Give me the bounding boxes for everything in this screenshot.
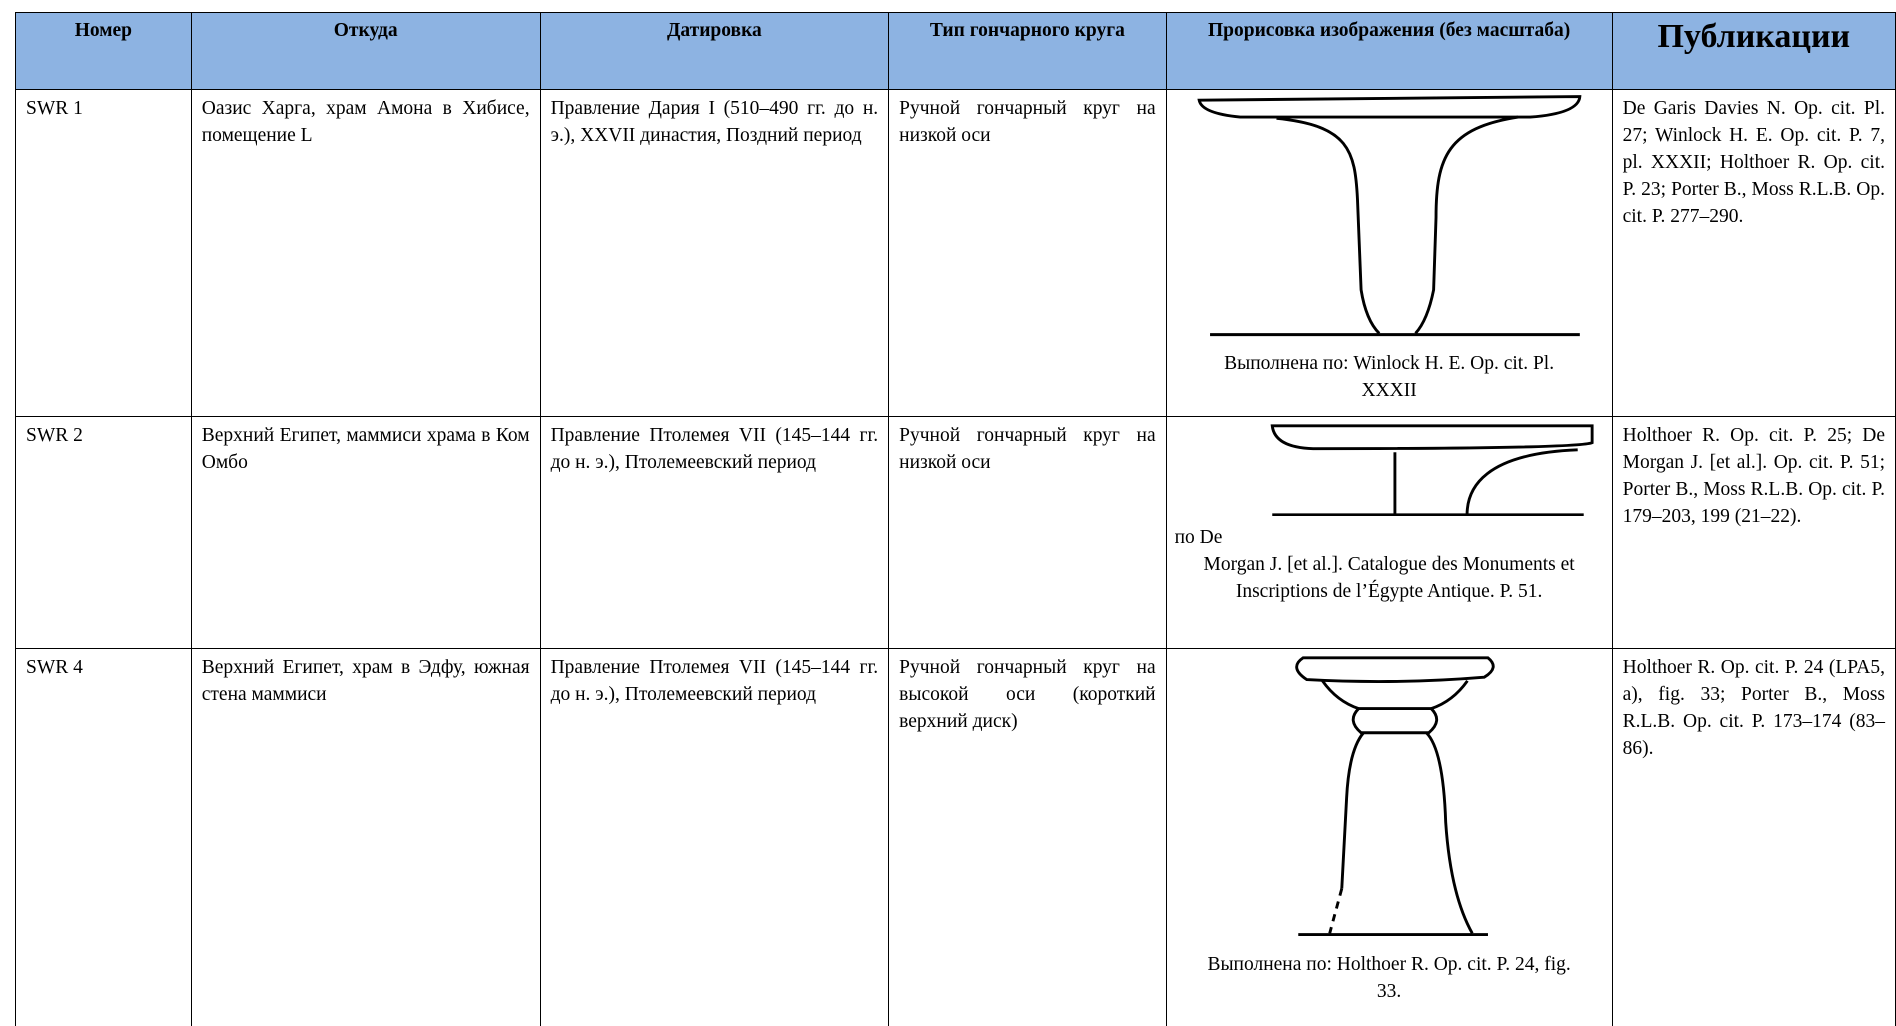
cell: De Garis Davies N. Op. cit. Pl. 27; Winl…: [1611, 89, 1896, 417]
drawing-cell: по De Morgan J. [et al.]. Catalogue des …: [1165, 416, 1613, 649]
cell: Верхний Египет, маммиси храма в Ком Омбо: [190, 416, 541, 649]
cell: Верхний Египет, храм в Эдфу, южная стена…: [190, 648, 541, 1026]
drawing-caption: Morgan J. [et al.]. Catalogue des Monume…: [1203, 554, 1575, 602]
cell: Оазис Харга, храм Амона в Хибисе, помеще…: [190, 89, 541, 417]
cell: Правление Птолемея VII (145–144 гг. до н…: [539, 416, 890, 649]
header-cell: Датировка: [539, 12, 890, 90]
drawing-caption: по De: [1174, 527, 1223, 548]
header-cell: Откуда: [190, 12, 541, 90]
row: SWR 2 Верхний Египет, маммиси храма в Ко…: [15, 416, 1896, 649]
cell: Holthoer R. Op. cit. P. 24 (LPA5, a), fi…: [1611, 648, 1896, 1026]
header-cell: Тип гончарного круга: [888, 12, 1167, 90]
vessel-drawing: [1270, 424, 1594, 517]
cell: Ручной гончарный круг на высокой оси (ко…: [888, 648, 1167, 1026]
header-cell: Номер: [15, 12, 192, 90]
drawing-caption: Выполнена по: Winlock H. E. Op. cit. Pl.…: [1224, 353, 1555, 401]
vessel-drawing: [1294, 656, 1495, 936]
catalog-table: Номер Откуда Датировка Тип гончарного кр…: [15, 12, 1896, 1026]
header-row: Номер Откуда Датировка Тип гончарного кр…: [15, 12, 1896, 90]
cell: Holthoer R. Op. cit. P. 25; De Morgan J.…: [1611, 416, 1896, 649]
drawing-cell: Выполнена по: Holthoer R. Op. cit. P. 24…: [1165, 648, 1613, 1026]
drawing-caption: Выполнена по: Holthoer R. Op. cit. P. 24…: [1207, 954, 1571, 1002]
row: SWR 1 Оазис Харга, храм Амона в Хибисе, …: [15, 89, 1896, 417]
cell: Ручной гончарный круг на низкой оси: [888, 89, 1167, 417]
cell: SWR 4: [15, 648, 192, 1026]
header-cell: Прорисовка изображения (без масштаба): [1165, 12, 1613, 90]
cell: SWR 2: [15, 416, 192, 649]
drawing-cell: Выполнена по: Winlock H. E. Op. cit. Pl.…: [1165, 89, 1613, 417]
cell: Правление Дария I (510–490 гг. до н. э.)…: [539, 89, 890, 417]
row: SWR 4 Верхний Египет, храм в Эдфу, южная…: [15, 648, 1896, 1026]
cell: Правление Птолемея VII (145–144 гг. до н…: [539, 648, 890, 1026]
vessel-drawing: [1197, 95, 1582, 337]
cell: SWR 1: [15, 89, 192, 417]
header-cell: Публикации: [1611, 12, 1896, 90]
cell: Ручной гончарный круг на низкой оси: [888, 416, 1167, 649]
